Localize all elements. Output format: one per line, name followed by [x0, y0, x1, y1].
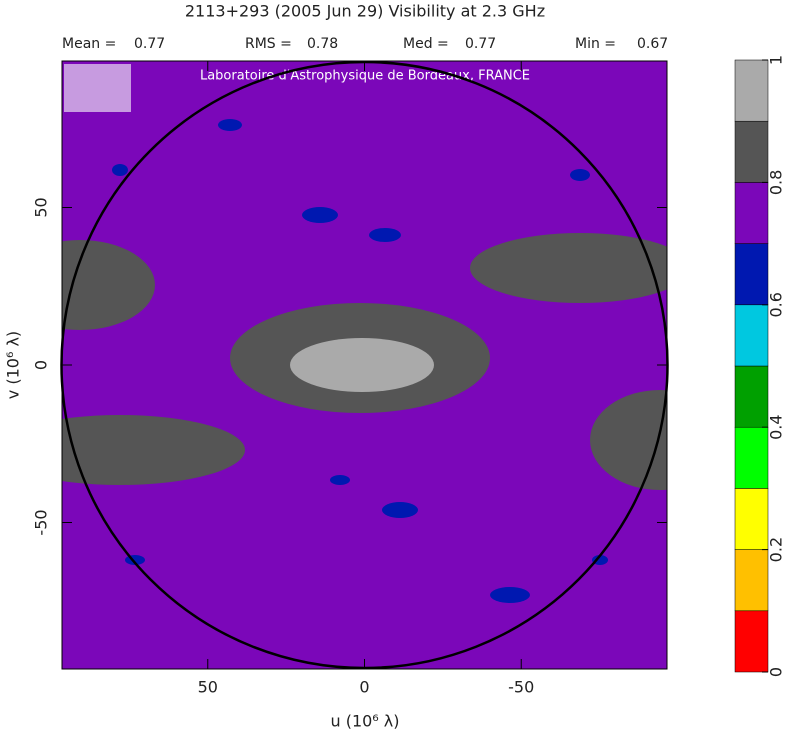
colorbar-band [734, 243, 769, 306]
colorbar-band [734, 488, 769, 550]
colorbar-tick-label: 0.6 [767, 292, 786, 317]
x-tick-label: -50 [508, 678, 534, 697]
y-tick-label: -50 [32, 509, 51, 535]
colorbar-band [734, 365, 769, 428]
stat-label: Med = [403, 36, 449, 52]
colorbar-band [734, 120, 769, 183]
stat-label: Min = [575, 36, 616, 52]
light-region [290, 338, 434, 392]
x-axis-label: u (10⁶ λ) [330, 712, 399, 731]
colorbar-tick-label: 0.2 [767, 537, 786, 562]
colorbar-band [734, 549, 769, 612]
stat-value: 0.77 [134, 36, 165, 52]
colorbar-tick-label: 0.8 [767, 170, 786, 195]
x-tick-label: 50 [198, 678, 218, 697]
colorbar-tick-label: 1 [767, 55, 786, 65]
stat-value: 0.67 [637, 36, 668, 52]
stat-label: Mean = [62, 36, 116, 52]
y-tick-label: 50 [32, 197, 51, 217]
colorbar-band [734, 182, 769, 244]
chart-title: 2113+293 (2005 Jun 29) Visibility at 2.3… [185, 2, 545, 21]
colorbar-band [734, 304, 769, 367]
x-tick-label: 0 [359, 678, 369, 697]
blue-specks [112, 119, 608, 603]
y-tick-label: 0 [32, 360, 51, 370]
colorbar-tick-label: 0.4 [767, 414, 786, 439]
logo [64, 64, 131, 112]
map [62, 61, 667, 669]
colorbar-band [734, 59, 769, 122]
stat-value: 0.77 [465, 36, 496, 52]
stat-label: RMS = [245, 36, 292, 52]
stat-value: 0.78 [307, 36, 338, 52]
y-axis-label: v (10⁶ λ) [4, 331, 23, 399]
colorbar-band [734, 426, 769, 489]
colorbar-tick-label: 0 [767, 667, 786, 677]
colorbar-band [734, 610, 769, 673]
